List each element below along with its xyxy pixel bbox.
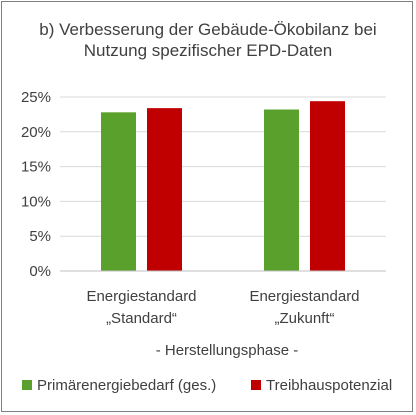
y-tick-label: 20% <box>21 124 51 141</box>
legend: Primärenergiebedarf (ges.) Treibhauspoten… <box>22 377 392 394</box>
bar-primaerenergie-2 <box>264 109 299 271</box>
legend-label-1: Primärenergiebedarf (ges.) <box>37 377 216 394</box>
x-category-label: Energiestandard <box>249 288 359 305</box>
bar-primaerenergie-1 <box>101 112 136 271</box>
chart-title-line-2: Nutzung spezifischer EPD-Daten <box>84 41 333 60</box>
x-category-label: „Standard“ <box>106 310 177 327</box>
x-axis-categories: Energiestandard „Standard“ Energiestandard… <box>86 288 359 327</box>
x-category-label: Energiestandard <box>86 288 196 305</box>
x-category-label: „Zukunft“ <box>274 310 334 327</box>
y-tick-label: 10% <box>21 193 51 210</box>
bars <box>101 101 345 272</box>
y-tick-label: 0% <box>29 263 51 280</box>
group-label: - Herstellungsphase - <box>156 342 299 359</box>
legend-swatch-1 <box>22 380 32 390</box>
y-tick-label: 5% <box>29 228 51 245</box>
y-axis-ticks: 0% 5% 10% 15% 20% 25% <box>21 89 51 280</box>
bar-treibhaus-1 <box>147 108 182 271</box>
legend-label-2: Treibhauspotenzial <box>266 377 392 394</box>
y-tick-label: 15% <box>21 159 51 176</box>
y-tick-label: 25% <box>21 89 51 106</box>
chart-title-line-1: b) Verbesserung der Gebäude-Ökobilanz be… <box>39 20 376 39</box>
legend-swatch-2 <box>251 380 261 390</box>
bar-treibhaus-2 <box>310 101 345 272</box>
